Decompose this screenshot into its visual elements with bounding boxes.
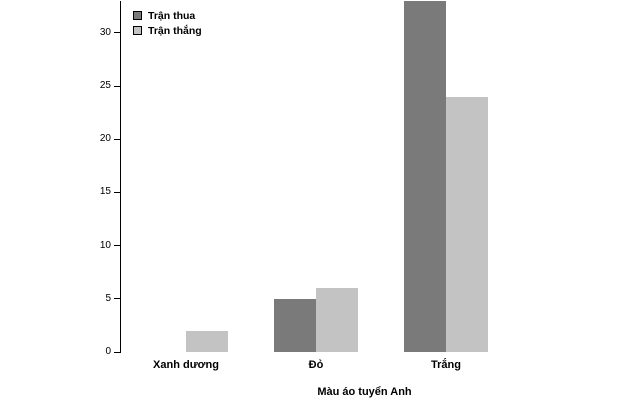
y-axis-tick-label: 0 xyxy=(105,346,111,357)
y-axis-tick xyxy=(114,85,121,87)
legend-item-tran-thua: Trận thua xyxy=(133,8,202,23)
x-axis-category-label: Xanh dương xyxy=(153,359,219,371)
legend-swatch-light xyxy=(133,26,142,35)
x-axis-title: Màu áo tuyển Anh xyxy=(317,386,412,398)
y-axis-tick xyxy=(114,298,121,300)
bar-series-1-group-1 xyxy=(316,288,358,352)
y-axis-tick xyxy=(114,245,121,247)
bar-series-1-group-0 xyxy=(186,330,228,352)
y-axis-tick xyxy=(114,32,121,34)
bar-series-1-group-2 xyxy=(446,96,488,352)
y-axis-tick-label: 20 xyxy=(99,133,111,145)
plot-area: 0 5 10 15 20 25 30 Xanh dương Đỏ Trắng xyxy=(100,1,610,371)
y-axis-tick xyxy=(114,351,121,353)
bar-series-0-group-2 xyxy=(404,1,446,352)
x-axis-category-label: Đỏ xyxy=(308,359,324,371)
chart-legend: Trận thua Trận thắng xyxy=(133,8,202,38)
bar-series-0-group-1 xyxy=(274,298,316,352)
y-axis-tick-label: 25 xyxy=(99,80,111,92)
y-axis-tick-label: 15 xyxy=(99,186,111,198)
y-axis-tick-label: 10 xyxy=(99,239,111,251)
legend-label-tran-thua: Trận thua xyxy=(148,9,196,22)
legend-item-tran-thang: Trận thắng xyxy=(133,23,202,38)
y-axis-tick xyxy=(114,191,121,193)
y-axis-tick-label: 5 xyxy=(105,292,111,304)
y-axis-tick xyxy=(114,138,121,140)
y-axis-tick-label: 30 xyxy=(99,26,111,38)
legend-swatch-dark xyxy=(133,11,142,20)
legend-label-tran-thang: Trận thắng xyxy=(148,24,202,37)
x-axis-category-label: Trắng xyxy=(431,359,461,371)
